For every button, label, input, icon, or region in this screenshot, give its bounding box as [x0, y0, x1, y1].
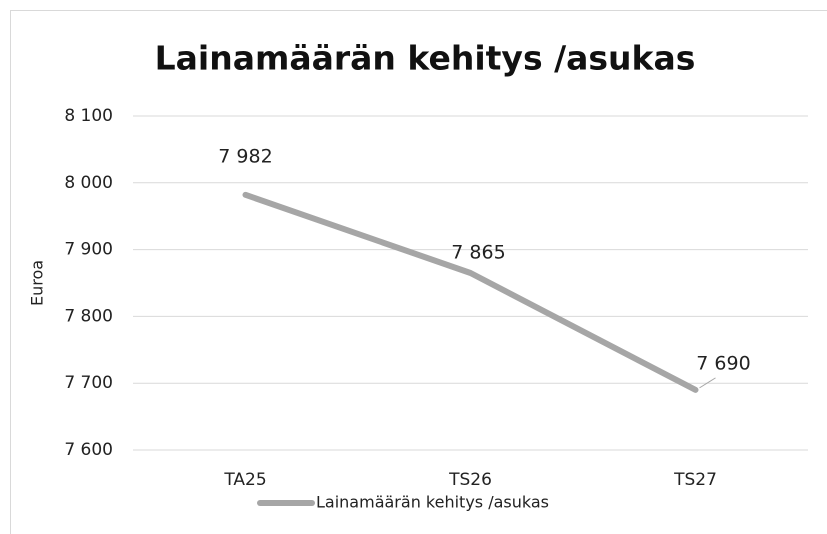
y-tick-label: 7 900	[64, 240, 113, 260]
chart-title: Lainamäärän kehitys /asukas	[155, 39, 696, 78]
y-tick-label: 8 000	[64, 173, 113, 193]
x-tick-label: TA25	[223, 470, 266, 490]
x-tick-label: TS27	[673, 470, 717, 490]
y-tick-label: 7 700	[64, 373, 113, 393]
chart-border	[10, 10, 827, 534]
data-label: 7 690	[696, 352, 750, 374]
y-tick-label: 7 800	[64, 306, 113, 326]
x-tick-label: TS26	[448, 470, 492, 490]
leader-line	[699, 377, 716, 389]
legend-label: Lainamäärän kehitys /asukas	[316, 493, 549, 512]
y-tick-label: 7 600	[64, 440, 113, 460]
y-axis-label: Euroa	[28, 260, 47, 306]
line-series	[242, 191, 699, 393]
y-tick-label: 8 100	[64, 106, 113, 126]
data-label: 7 982	[218, 145, 272, 167]
data-label: 7 865	[451, 241, 505, 263]
